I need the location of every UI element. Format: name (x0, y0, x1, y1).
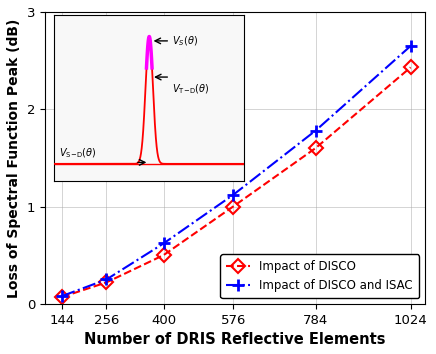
Impact of DISCO (161, 253, 166, 257)
Impact of DISCO (104, 280, 109, 285)
Impact of DISCO and ISAC (313, 129, 318, 133)
Line: Impact of DISCO and ISAC: Impact of DISCO and ISAC (56, 40, 417, 302)
Impact of DISCO (231, 204, 236, 209)
Impact of DISCO (408, 65, 413, 69)
Impact of DISCO and ISAC (60, 294, 65, 298)
Impact of DISCO (313, 146, 318, 150)
Impact of DISCO and ISAC (231, 193, 236, 197)
Impact of DISCO and ISAC (408, 44, 413, 48)
X-axis label: Number of DRIS Reflective Elements: Number of DRIS Reflective Elements (84, 332, 385, 347)
Legend: Impact of DISCO, Impact of DISCO and ISAC: Impact of DISCO, Impact of DISCO and ISA… (221, 254, 419, 298)
Y-axis label: Loss of Spectral Function Peak (dB): Loss of Spectral Function Peak (dB) (7, 18, 21, 298)
Impact of DISCO and ISAC (104, 277, 109, 281)
Impact of DISCO and ISAC (161, 241, 166, 246)
Line: Impact of DISCO: Impact of DISCO (57, 63, 416, 302)
Impact of DISCO (60, 295, 65, 299)
